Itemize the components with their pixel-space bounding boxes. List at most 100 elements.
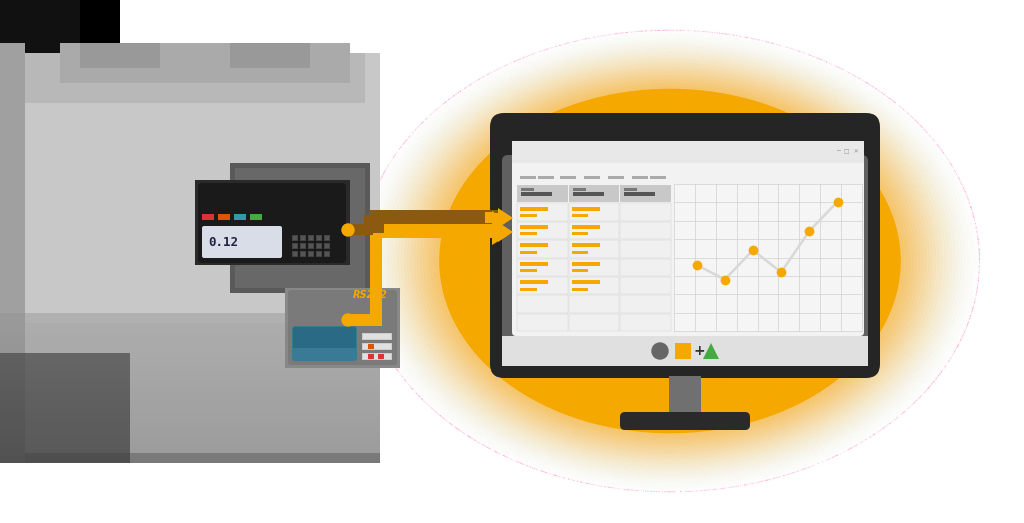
Point (598, 265, 614, 273)
Point (588, 343, 604, 351)
Point (575, 418, 592, 426)
Point (590, 116, 606, 124)
Point (397, 366, 414, 374)
Point (578, 147, 594, 155)
Point (388, 249, 404, 257)
Point (547, 410, 563, 418)
Point (426, 318, 442, 326)
Point (445, 92, 462, 100)
Point (564, 305, 581, 314)
Point (512, 355, 528, 363)
Point (624, 179, 640, 187)
Point (617, 344, 634, 353)
Point (724, 65, 740, 74)
Point (494, 390, 510, 399)
Point (413, 215, 429, 224)
Point (821, 431, 838, 439)
Point (585, 157, 601, 165)
Point (561, 98, 578, 106)
Point (644, 96, 660, 104)
Point (376, 168, 392, 176)
Point (823, 386, 840, 394)
Point (883, 95, 899, 104)
Point (944, 200, 961, 209)
Point (460, 374, 476, 382)
Point (484, 385, 501, 394)
Point (724, 152, 740, 161)
Point (617, 56, 634, 64)
Point (705, 396, 721, 405)
Point (813, 169, 829, 177)
Point (476, 358, 493, 367)
Point (550, 160, 566, 168)
Point (536, 401, 552, 410)
Point (714, 484, 730, 493)
Point (419, 164, 435, 173)
Point (720, 237, 736, 245)
Point (460, 314, 476, 322)
Point (821, 319, 838, 327)
Point (659, 336, 676, 345)
Point (839, 130, 855, 139)
Point (735, 322, 752, 330)
Point (806, 292, 822, 301)
Point (876, 134, 892, 143)
Point (409, 281, 425, 290)
Point (450, 407, 466, 415)
Point (681, 352, 697, 360)
Point (601, 175, 617, 184)
Point (650, 359, 667, 367)
Point (544, 289, 560, 297)
Point (793, 109, 809, 117)
Point (478, 112, 495, 121)
Point (859, 223, 876, 231)
Point (924, 365, 940, 373)
Point (680, 304, 696, 313)
Point (414, 175, 430, 184)
Point (778, 428, 795, 437)
Point (669, 50, 685, 59)
Point (737, 59, 754, 67)
Point (604, 484, 621, 492)
Point (813, 71, 829, 79)
Point (558, 141, 574, 149)
Point (617, 67, 634, 76)
Point (654, 220, 671, 228)
Point (902, 262, 919, 270)
Point (909, 161, 926, 169)
Point (611, 411, 628, 419)
Point (630, 50, 646, 59)
Point (900, 140, 916, 148)
Point (896, 183, 912, 191)
Point (787, 198, 804, 207)
Point (775, 469, 792, 477)
Bar (300, 243, 306, 249)
Point (374, 173, 390, 181)
Point (746, 278, 763, 287)
Point (692, 339, 709, 348)
Point (564, 468, 581, 476)
Point (588, 120, 604, 129)
Point (695, 179, 712, 187)
Point (710, 330, 726, 338)
Point (856, 208, 872, 217)
Point (558, 187, 574, 196)
Point (509, 74, 525, 82)
Point (682, 371, 698, 380)
Point (804, 423, 820, 431)
Point (860, 221, 877, 229)
Point (563, 275, 580, 283)
Point (885, 198, 901, 206)
Point (410, 361, 426, 369)
Point (656, 282, 673, 291)
Point (541, 222, 557, 231)
Point (735, 309, 752, 317)
Point (733, 377, 750, 385)
Point (808, 427, 824, 436)
Point (465, 435, 481, 444)
Point (897, 211, 913, 220)
Point (887, 98, 903, 107)
Point (359, 305, 376, 314)
Point (654, 62, 671, 70)
Point (691, 291, 708, 299)
